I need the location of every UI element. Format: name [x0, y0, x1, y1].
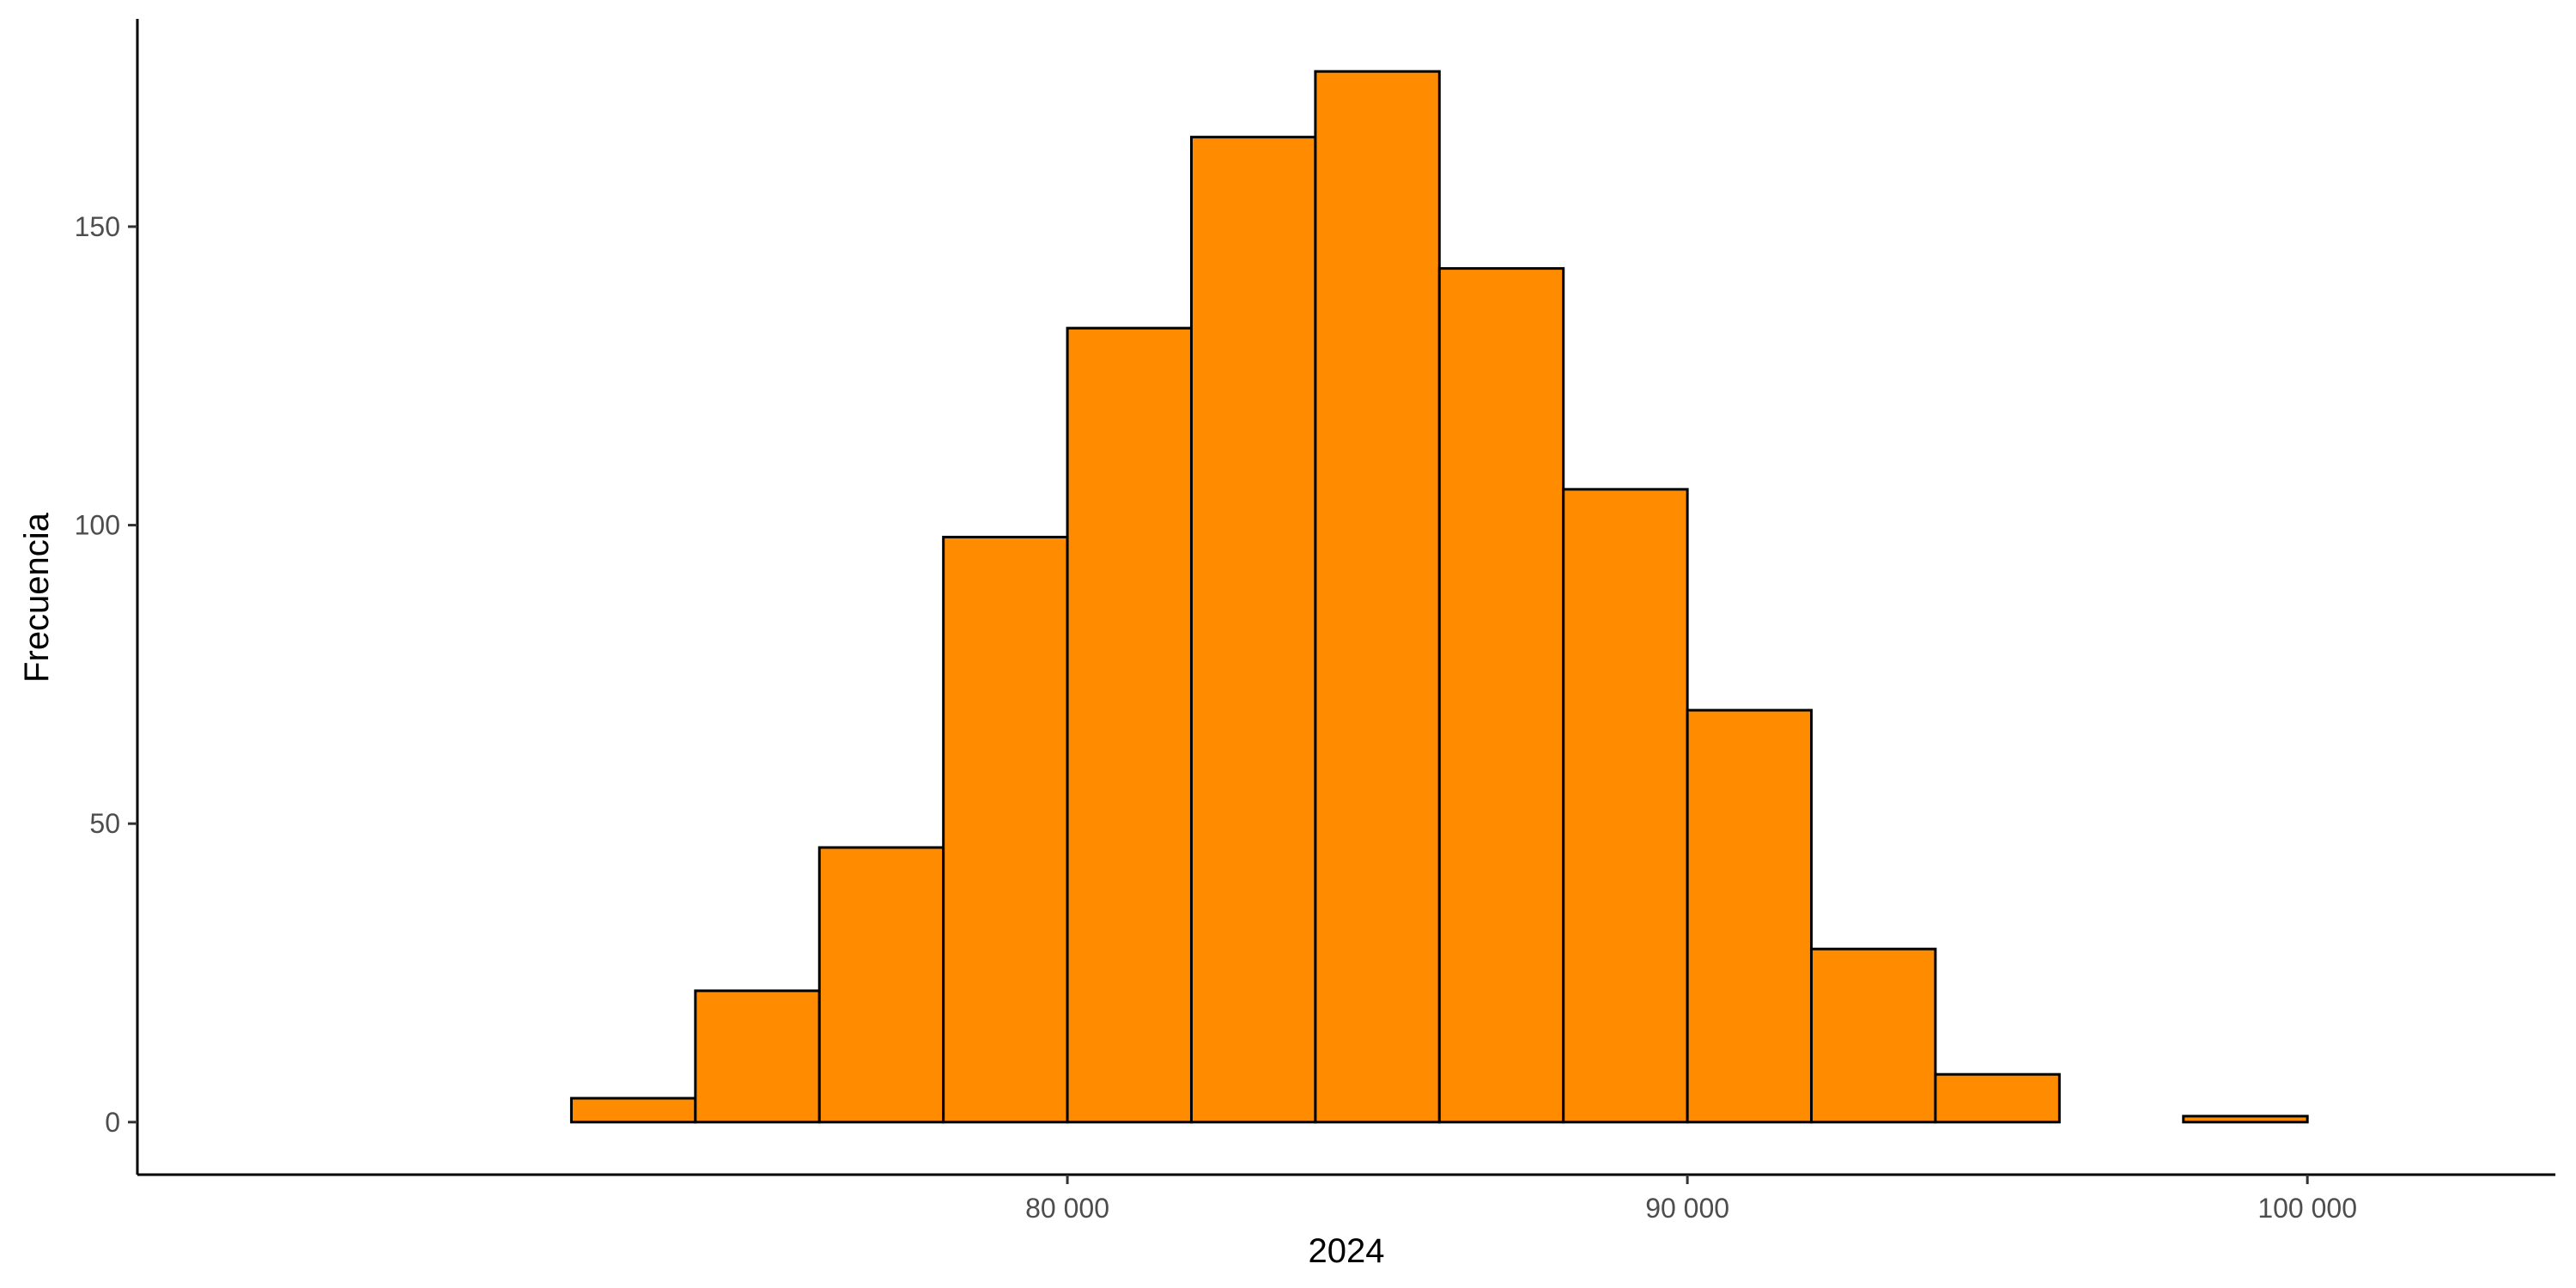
- histogram-bar: [1189, 136, 1317, 1124]
- histogram-bar: [694, 989, 821, 1124]
- y-tick-label: 50: [89, 808, 120, 839]
- histogram-bar: [1686, 708, 1814, 1124]
- histogram-bar: [1437, 267, 1565, 1124]
- y-tick-label: 100: [75, 510, 120, 541]
- histogram-bar: [942, 535, 1069, 1124]
- y-axis-ticks: 0 50 100 150: [75, 211, 137, 1138]
- x-tick-label: 80 000: [1025, 1193, 1109, 1224]
- histogram-bar: [817, 846, 945, 1124]
- x-axis-title: 2024: [1309, 1232, 1385, 1270]
- histogram-bar: [1314, 70, 1441, 1124]
- histogram-bar: [1562, 488, 1689, 1124]
- x-tick-label: 100 000: [2257, 1193, 2357, 1224]
- x-tick-label: 90 000: [1645, 1193, 1729, 1224]
- histogram-bar: [569, 1097, 697, 1124]
- histogram-bar: [2182, 1115, 2309, 1124]
- histogram-bar: [1934, 1072, 2061, 1124]
- bars-group: [569, 70, 2309, 1124]
- histogram-bar: [1810, 947, 1937, 1124]
- y-tick-label: 150: [75, 211, 120, 242]
- y-axis-title: Frecuencia: [18, 512, 56, 683]
- y-tick-label: 0: [105, 1107, 120, 1138]
- histogram-bar: [1066, 326, 1193, 1124]
- x-axis-ticks: 80 000 90 000 100 000: [1025, 1175, 2357, 1224]
